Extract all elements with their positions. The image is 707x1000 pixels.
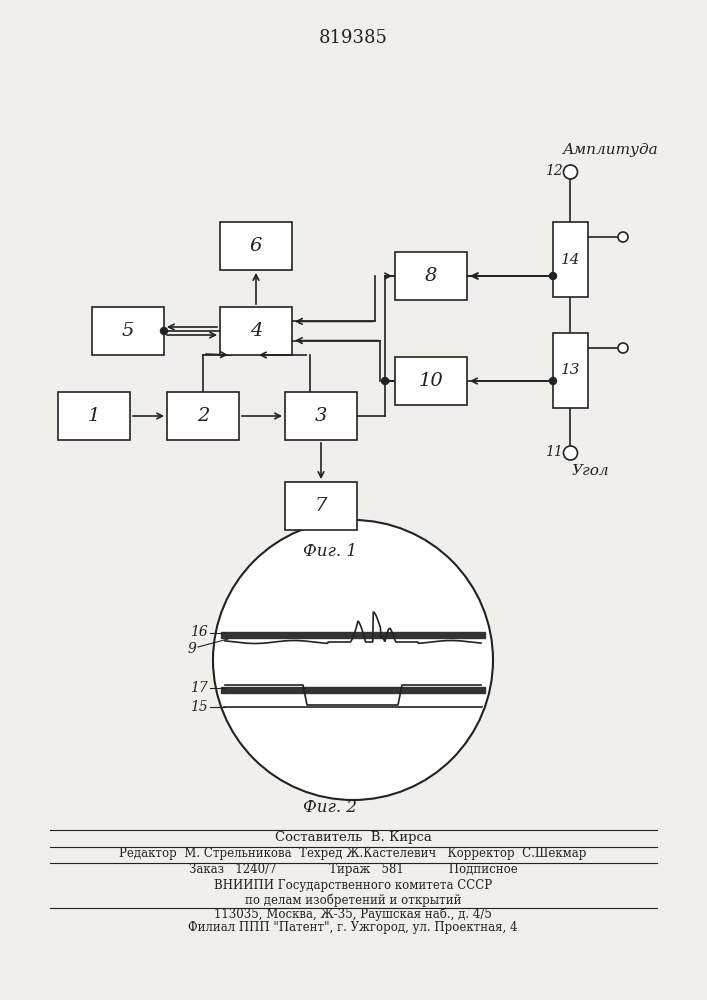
Bar — [58, 392, 130, 440]
Text: 4: 4 — [250, 322, 262, 340]
Text: 3: 3 — [315, 407, 327, 425]
Text: Редактор  М. Стрельникова  Техред Ж.Кастелевич   Корректор  С.Шекмар: Редактор М. Стрельникова Техред Ж.Кастел… — [119, 848, 587, 860]
Circle shape — [213, 520, 493, 800]
Text: Составитель  В. Кирса: Составитель В. Кирса — [274, 832, 431, 844]
Circle shape — [618, 232, 628, 242]
Bar — [395, 252, 467, 300]
Text: 113035, Москва, Ж-35, Раушская наб., д. 4/5: 113035, Москва, Ж-35, Раушская наб., д. … — [214, 907, 492, 921]
Text: 14: 14 — [561, 252, 580, 266]
Bar — [553, 222, 588, 297]
Text: 7: 7 — [315, 497, 327, 515]
Text: Фиг. 2: Фиг. 2 — [303, 800, 357, 816]
Text: 17: 17 — [190, 681, 208, 695]
Circle shape — [160, 328, 168, 334]
Text: по делам изобретений и открытий: по делам изобретений и открытий — [245, 893, 461, 907]
Text: 6: 6 — [250, 237, 262, 255]
Text: 13: 13 — [561, 363, 580, 377]
Circle shape — [563, 165, 578, 179]
Text: 2: 2 — [197, 407, 209, 425]
Circle shape — [549, 272, 556, 279]
Bar — [220, 307, 292, 355]
Text: ВНИИПИ Государственного комитета СССР: ВНИИПИ Государственного комитета СССР — [214, 879, 492, 892]
Text: 16: 16 — [190, 625, 208, 639]
Circle shape — [618, 343, 628, 353]
Text: Заказ   1240/7              Тираж   581            Подписное: Заказ 1240/7 Тираж 581 Подписное — [189, 863, 518, 876]
Text: 1: 1 — [88, 407, 100, 425]
Bar — [167, 392, 239, 440]
Bar — [395, 357, 467, 405]
Bar — [553, 333, 588, 408]
Text: 12: 12 — [545, 164, 563, 178]
Bar — [285, 392, 357, 440]
Text: 15: 15 — [190, 700, 208, 714]
Text: 819385: 819385 — [319, 29, 387, 47]
Text: Угол: Угол — [572, 464, 609, 478]
Bar — [220, 222, 292, 270]
Bar — [92, 307, 164, 355]
Circle shape — [549, 377, 556, 384]
Bar — [221, 687, 485, 693]
Text: Фиг. 1: Фиг. 1 — [303, 544, 357, 560]
Circle shape — [382, 377, 389, 384]
Bar — [221, 632, 485, 638]
Bar — [285, 482, 357, 530]
Text: Амплитуда: Амплитуда — [563, 143, 658, 157]
Text: 5: 5 — [122, 322, 134, 340]
Text: 9: 9 — [187, 642, 196, 656]
Text: Филиал ППП "Патент", г. Ужгород, ул. Проектная, 4: Филиал ППП "Патент", г. Ужгород, ул. Про… — [188, 922, 518, 934]
Text: 8: 8 — [425, 267, 437, 285]
Text: 10: 10 — [419, 372, 443, 390]
Circle shape — [563, 446, 578, 460]
Text: 11: 11 — [545, 445, 563, 459]
